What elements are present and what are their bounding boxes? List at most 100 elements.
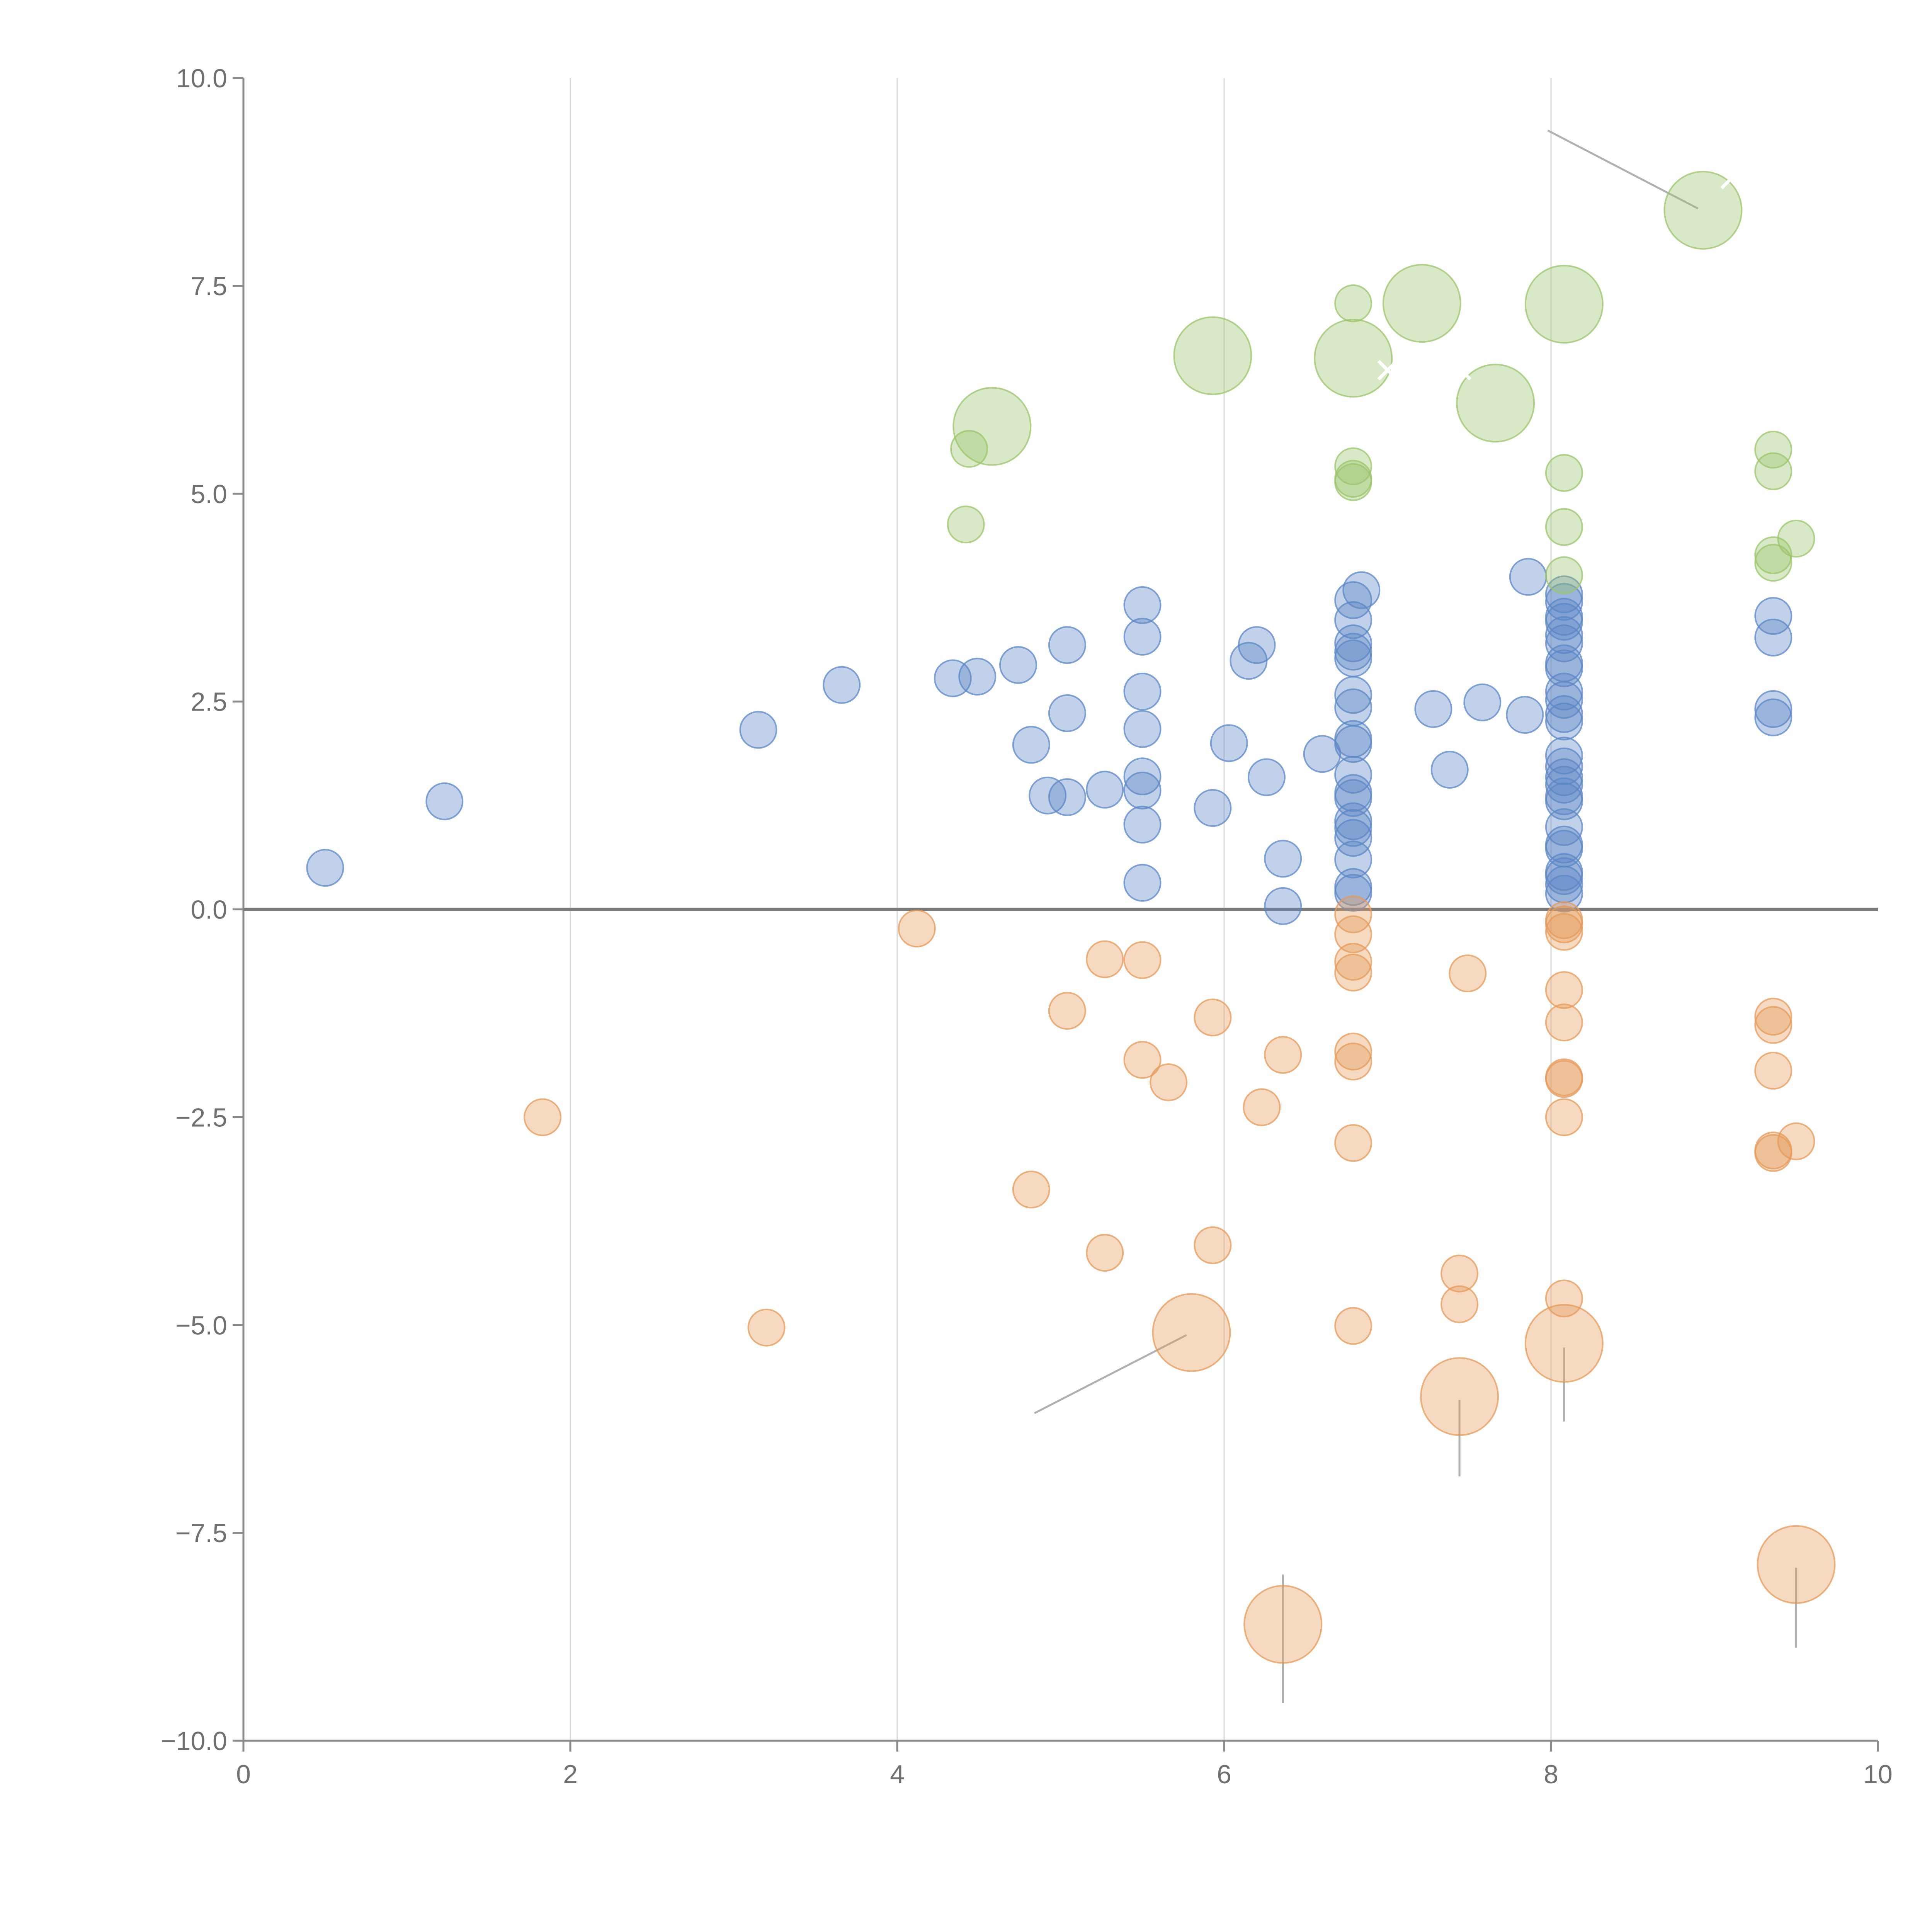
- y-tick-label: −5.0: [175, 1311, 227, 1340]
- orange-point: [1754, 1051, 1793, 1090]
- green-large-point: [1524, 265, 1604, 344]
- blue-point: [739, 711, 777, 749]
- blue-point: [1334, 676, 1372, 714]
- orange-point: [1545, 1060, 1583, 1098]
- green-point: [1334, 284, 1372, 323]
- y-tick-label: −7.5: [175, 1519, 227, 1548]
- y-tick-label: 0.0: [190, 895, 227, 925]
- blue-point: [1264, 887, 1302, 925]
- blue-point: [1545, 603, 1583, 641]
- blue-point: [1334, 840, 1372, 879]
- blue-point: [1545, 649, 1583, 687]
- blue-point: [1210, 724, 1248, 762]
- orange-point: [1150, 1063, 1188, 1102]
- blue-point: [1247, 758, 1286, 796]
- blue-point: [1334, 809, 1372, 847]
- orange-point: [1545, 971, 1583, 1009]
- blue-point: [1414, 690, 1452, 728]
- leader-line: [1358, 358, 1385, 369]
- green-point: [1754, 544, 1793, 582]
- blue-point: [1048, 626, 1086, 664]
- green-point: [947, 505, 985, 544]
- blue-point: [1123, 672, 1162, 711]
- orange-point: [1777, 1122, 1815, 1160]
- leader-line: [1212, 327, 1222, 351]
- blue-point: [1430, 751, 1469, 789]
- blue-point: [1545, 765, 1583, 804]
- green-large-point: [1456, 364, 1535, 443]
- blue-point: [306, 849, 344, 887]
- orange-point: [1123, 1041, 1162, 1079]
- axes: 10.0 7.5 5.0 2.5 0.0 −2.5 −5.0 −7.5 −10.0 0 2 4 6 8 10: [161, 64, 1893, 1789]
- blue-point: [1029, 776, 1067, 815]
- orange-point: [1545, 1003, 1583, 1042]
- y-tick-label: −2.5: [175, 1103, 227, 1132]
- orange-point: [1334, 954, 1372, 992]
- blue-point: [1303, 735, 1341, 773]
- leader-line: [1421, 287, 1446, 304]
- blue-point: [1545, 736, 1583, 775]
- annotation-label: ×: [1447, 344, 1475, 396]
- orange-point: [1545, 913, 1583, 951]
- green-point: [1545, 508, 1583, 546]
- orange-point: [1086, 940, 1124, 978]
- y-tick-label: −10.0: [161, 1726, 227, 1756]
- blue-point: [1509, 558, 1547, 596]
- orange-point: [1545, 1279, 1583, 1318]
- orange-point: [1334, 1043, 1372, 1081]
- blue-point: [1123, 864, 1162, 902]
- orange-point: [1334, 1124, 1372, 1162]
- blue-point: [1545, 702, 1583, 741]
- orange-point: [1048, 992, 1086, 1030]
- x-tick-label: 6: [1217, 1760, 1231, 1789]
- orange-large-point: [1152, 1293, 1231, 1372]
- orange-point: [1754, 1134, 1793, 1172]
- leader-line: [1567, 287, 1597, 304]
- blue-point: [1754, 698, 1793, 736]
- blue-point: [1123, 771, 1162, 810]
- blue-point: [1754, 618, 1793, 656]
- annotation-label: ×: [1374, 344, 1401, 396]
- y-tick-label: 2.5: [190, 687, 227, 717]
- blue-point: [1334, 639, 1372, 677]
- orange-point: [1334, 915, 1372, 954]
- orange-point: [1086, 1234, 1124, 1272]
- x-tick-label: 4: [890, 1760, 905, 1789]
- orange-large-point: [1420, 1357, 1499, 1436]
- blue-point: [1238, 626, 1276, 664]
- leader-line: [1034, 1334, 1187, 1414]
- orange-large-point: [1757, 1525, 1836, 1604]
- green-large-point: [952, 387, 1032, 466]
- y-tick-label: 5.0: [190, 480, 227, 509]
- leader-line: [995, 422, 1028, 427]
- orange-point: [1440, 1254, 1479, 1293]
- leader-line: [1469, 389, 1496, 403]
- blue-point: [1463, 683, 1502, 721]
- orange-point: [1194, 1226, 1232, 1264]
- green-large-point: [1173, 316, 1252, 395]
- leader-line: [1547, 129, 1699, 210]
- green-point: [1334, 463, 1372, 501]
- orange-point: [747, 1308, 786, 1347]
- blue-point: [1123, 710, 1162, 748]
- blue-point: [1545, 616, 1583, 654]
- blue-point: [1334, 601, 1372, 639]
- leader-line: [1702, 193, 1735, 211]
- orange-point: [1334, 895, 1372, 934]
- green-point: [1754, 452, 1793, 490]
- orange-point: [524, 1098, 562, 1136]
- blue-point: [1123, 757, 1162, 796]
- blue-point: [1334, 581, 1372, 619]
- green-point: [1334, 447, 1372, 485]
- blue-point: [999, 646, 1037, 684]
- orange-point: [1440, 1285, 1479, 1323]
- y-tick-label: 7.5: [190, 272, 227, 301]
- blue-point: [1086, 770, 1124, 809]
- orange-point: [1754, 998, 1793, 1036]
- blue-point: [1123, 586, 1162, 624]
- blue-point: [1012, 726, 1050, 764]
- orange-point: [1754, 1006, 1793, 1044]
- blue-point: [1048, 778, 1086, 816]
- green-large-point: [1314, 319, 1393, 398]
- blue-point: [1334, 819, 1372, 857]
